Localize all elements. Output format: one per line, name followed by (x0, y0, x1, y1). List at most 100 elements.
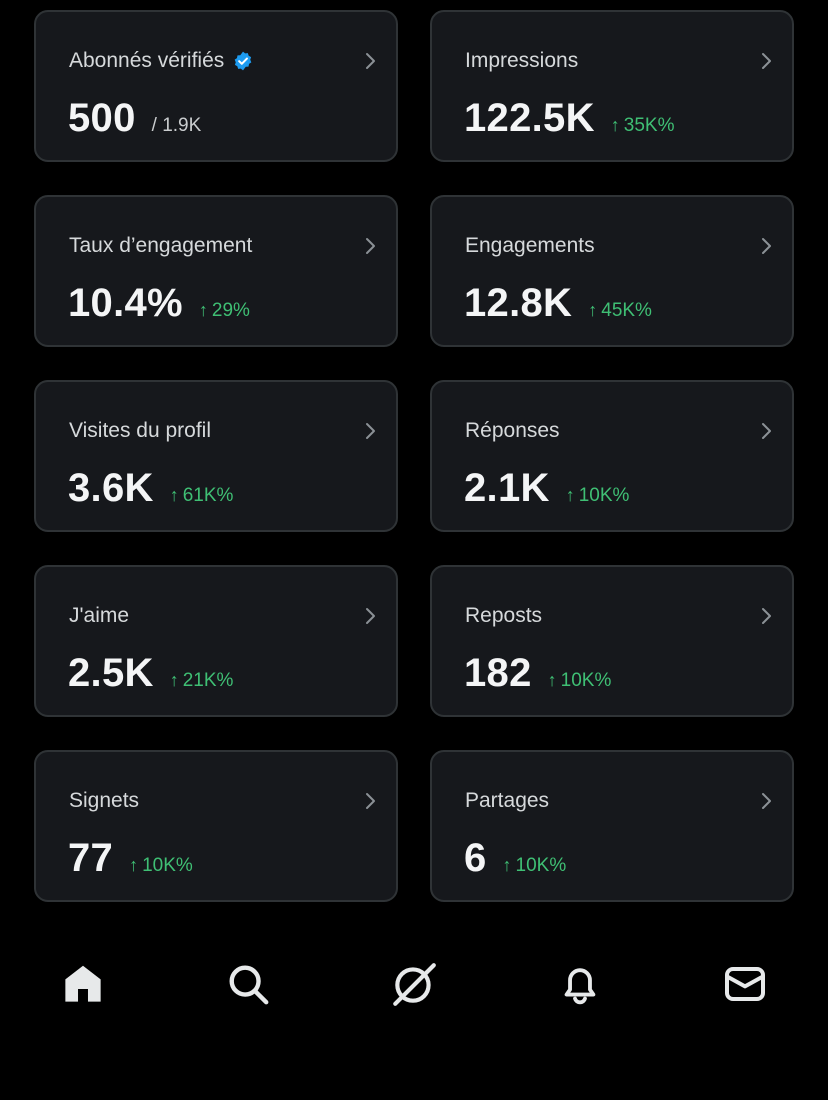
analytics-grid: Abonnés vérifiés 500 / 1.9K Impressions … (34, 10, 794, 902)
metric-value: 10.4% (68, 281, 183, 325)
metric-value: 6 (464, 836, 487, 880)
metric-row: 10.4% ↑ 29% (68, 281, 250, 326)
chevron-right-icon (366, 423, 375, 439)
metric-delta-text: 10K% (578, 485, 630, 506)
metric-delta: ↑ 21K% (170, 670, 234, 692)
card-title-text: Signets (69, 789, 140, 812)
home-icon (65, 965, 101, 1002)
arrow-up-icon: ↑ (565, 485, 575, 505)
arrow-up-icon: ↑ (129, 855, 139, 875)
metric-delta: ↑ 61K% (170, 485, 234, 507)
card-title-text: Réponses (465, 419, 560, 442)
metric-value: 182 (464, 651, 532, 695)
chevron-right-icon (762, 238, 771, 254)
arrow-up-icon: ↑ (547, 670, 557, 690)
card-title-text: J'aime (69, 604, 130, 627)
card-title: Engagements (465, 234, 595, 258)
card-likes[interactable]: J'aime 2.5K ↑ 21K% (34, 565, 398, 717)
arrow-up-icon: ↑ (588, 300, 598, 320)
metric-delta-text: 10K% (560, 670, 612, 691)
card-shares[interactable]: Partages 6 ↑ 10K% (430, 750, 794, 902)
card-title: Reposts (465, 604, 542, 628)
card-engagement-rate[interactable]: Taux d’engagement 10.4% ↑ 29% (34, 195, 398, 347)
card-title-text: Taux d’engagement (69, 234, 253, 257)
card-reposts[interactable]: Reposts 182 ↑ 10K% (430, 565, 794, 717)
metric-row: 3.6K ↑ 61K% (68, 466, 233, 511)
metric-value: 12.8K (464, 281, 573, 325)
metric-delta: ↑ 10K% (566, 485, 630, 507)
chevron-right-icon (366, 238, 375, 254)
metric-delta: ↑ 10K% (503, 855, 567, 877)
metric-delta: ↑ 45K% (588, 300, 652, 322)
metric-value: 122.5K (464, 96, 595, 140)
verified-badge-icon (232, 50, 254, 72)
card-title: Partages (465, 789, 549, 813)
metric-delta: ↑ 10K% (548, 670, 612, 692)
metric-delta-text: 10K% (515, 855, 567, 876)
card-engagements[interactable]: Engagements 12.8K ↑ 45K% (430, 195, 794, 347)
metric-row: 12.8K ↑ 45K% (464, 281, 652, 326)
card-replies[interactable]: Réponses 2.1K ↑ 10K% (430, 380, 794, 532)
metric-delta-text: 29% (211, 300, 250, 321)
metric-delta: ↑ 35K% (611, 115, 675, 137)
metric-delta-text: 35K% (623, 115, 675, 136)
metric-row: 77 ↑ 10K% (68, 836, 193, 881)
card-title: J'aime (69, 604, 129, 628)
arrow-up-icon: ↑ (610, 115, 620, 135)
nav-grok[interactable] (388, 958, 440, 1010)
bottom-navigation (0, 940, 828, 1030)
metric-delta-text: 45K% (601, 300, 652, 321)
messages-icon (725, 967, 765, 1001)
search-icon (229, 965, 269, 1005)
chevron-right-icon (762, 423, 771, 439)
metric-row: 182 ↑ 10K% (464, 651, 611, 696)
card-title-text: Reposts (465, 604, 543, 627)
metric-total: / 1.9K (151, 115, 202, 136)
metric-value: 3.6K (68, 466, 154, 510)
grok-icon (393, 963, 436, 1006)
card-verified-followers[interactable]: Abonnés vérifiés 500 / 1.9K (34, 10, 398, 162)
metric-delta-text: 10K% (142, 855, 193, 876)
arrow-up-icon: ↑ (169, 670, 179, 690)
card-title-text: Visites du profil (69, 419, 212, 442)
card-title: Impressions (465, 49, 578, 73)
card-profile-visits[interactable]: Visites du profil 3.6K ↑ 61K% (34, 380, 398, 532)
chevron-right-icon (366, 608, 375, 624)
metric-row: 500 / 1.9K (68, 96, 201, 141)
chevron-right-icon (762, 608, 771, 624)
card-title: Réponses (465, 419, 560, 443)
card-title: Signets (69, 789, 139, 813)
card-title-text: Partages (465, 789, 550, 812)
chevron-right-icon (762, 53, 771, 69)
card-title-text: Impressions (465, 49, 579, 72)
metric-delta: ↑ 29% (199, 300, 250, 322)
chevron-right-icon (366, 53, 375, 69)
metric-row: 2.1K ↑ 10K% (464, 466, 629, 511)
metric-value: 77 (68, 836, 114, 880)
nav-home[interactable] (57, 958, 109, 1010)
metric-row: 122.5K ↑ 35K% (464, 96, 675, 141)
card-title-text: Engagements (465, 234, 595, 257)
metric-value: 500 (68, 96, 136, 140)
card-title: Abonnés vérifiés (69, 49, 254, 73)
metric-delta: ↑ 10K% (129, 855, 193, 877)
arrow-up-icon: ↑ (198, 300, 208, 320)
card-title: Taux d’engagement (69, 234, 252, 258)
arrow-up-icon: ↑ (502, 855, 512, 875)
metric-value: 2.5K (68, 651, 154, 695)
card-title-text: Abonnés vérifiés (69, 49, 225, 72)
arrow-up-icon: ↑ (169, 485, 179, 505)
card-title: Visites du profil (69, 419, 211, 443)
metric-row: 6 ↑ 10K% (464, 836, 566, 881)
nav-messages[interactable] (719, 958, 771, 1010)
metric-delta-text: 61K% (182, 485, 234, 506)
card-impressions[interactable]: Impressions 122.5K ↑ 35K% (430, 10, 794, 162)
metric-value: 2.1K (464, 466, 550, 510)
chevron-right-icon (762, 793, 771, 809)
nav-notifications[interactable] (554, 958, 606, 1010)
nav-search[interactable] (222, 958, 274, 1010)
card-bookmarks[interactable]: Signets 77 ↑ 10K% (34, 750, 398, 902)
chevron-right-icon (366, 793, 375, 809)
notifications-icon (564, 968, 596, 1005)
metric-delta-text: 21K% (182, 670, 234, 691)
